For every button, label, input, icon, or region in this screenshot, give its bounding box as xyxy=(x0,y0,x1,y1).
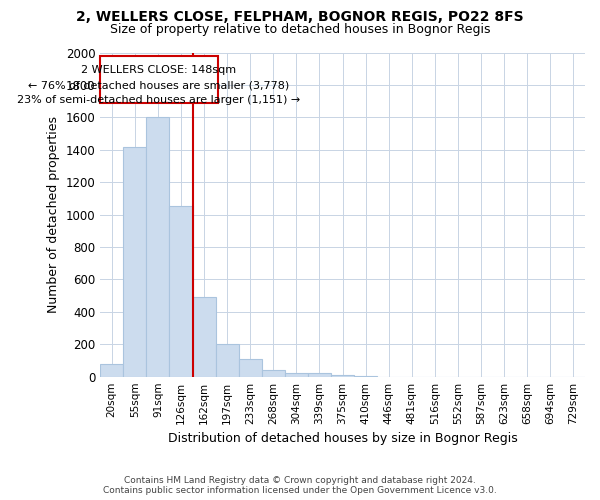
Bar xyxy=(100,364,123,376)
FancyBboxPatch shape xyxy=(100,56,218,102)
Bar xyxy=(193,298,215,376)
Y-axis label: Number of detached properties: Number of detached properties xyxy=(47,116,60,313)
Text: 2 WELLERS CLOSE: 148sqm: 2 WELLERS CLOSE: 148sqm xyxy=(82,66,236,76)
Bar xyxy=(308,374,331,376)
Bar xyxy=(285,372,308,376)
Bar xyxy=(331,375,354,376)
Bar xyxy=(262,370,285,376)
Bar xyxy=(239,359,262,376)
Bar xyxy=(215,344,239,376)
Text: 2, WELLERS CLOSE, FELPHAM, BOGNOR REGIS, PO22 8FS: 2, WELLERS CLOSE, FELPHAM, BOGNOR REGIS,… xyxy=(76,10,524,24)
Bar xyxy=(123,146,146,376)
Text: Contains HM Land Registry data © Crown copyright and database right 2024.
Contai: Contains HM Land Registry data © Crown c… xyxy=(103,476,497,495)
Bar xyxy=(146,118,169,376)
Text: ← 76% of detached houses are smaller (3,778): ← 76% of detached houses are smaller (3,… xyxy=(28,80,290,90)
Bar xyxy=(169,206,193,376)
X-axis label: Distribution of detached houses by size in Bognor Regis: Distribution of detached houses by size … xyxy=(168,432,517,445)
Text: Size of property relative to detached houses in Bognor Regis: Size of property relative to detached ho… xyxy=(110,22,490,36)
Text: 23% of semi-detached houses are larger (1,151) →: 23% of semi-detached houses are larger (… xyxy=(17,94,301,104)
